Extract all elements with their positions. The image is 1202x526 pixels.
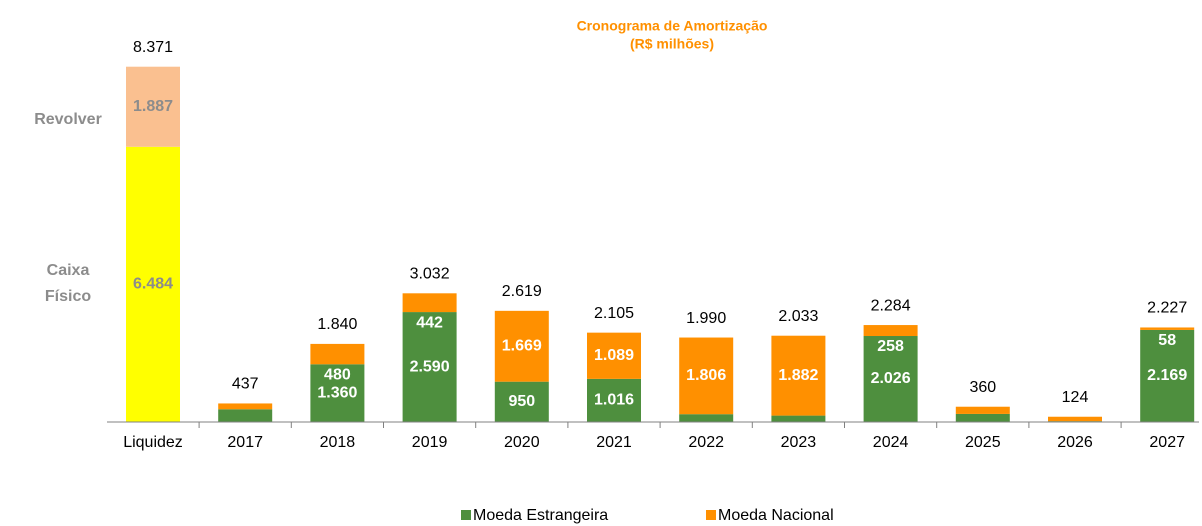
bar-segment (863, 336, 918, 422)
x-tick-label: 2026 (1057, 434, 1093, 451)
bar-segment (1140, 327, 1195, 330)
bar-segment (587, 378, 641, 422)
total-label: 3.032 (410, 266, 450, 283)
x-tick-label: 2019 (412, 434, 448, 451)
x-tick-label: 2022 (688, 434, 724, 451)
bar-segment (218, 403, 273, 410)
total-label: 2.227 (1147, 300, 1187, 317)
total-label: 8.371 (133, 39, 173, 56)
bar-segment (1140, 329, 1195, 422)
x-tick-label: 2018 (320, 434, 356, 451)
bar-segment (494, 310, 549, 382)
chart-title: Cronograma de Amortização (577, 18, 768, 34)
total-label: 1.990 (686, 310, 726, 327)
bar-segment (1048, 416, 1102, 422)
bar-segment (126, 66, 180, 147)
bar-segment (587, 332, 641, 379)
bar-segment (679, 414, 734, 422)
data-label: 1.016 (594, 392, 634, 409)
x-tick-label: 2017 (227, 434, 263, 451)
x-tick-label: 2025 (965, 434, 1001, 451)
data-label: 2.169 (1147, 367, 1187, 384)
data-label: 1.089 (594, 347, 634, 364)
data-label: 1.882 (778, 367, 818, 384)
total-label: 2.105 (594, 305, 634, 322)
data-label: 258 (877, 338, 904, 355)
bar-segment (126, 146, 180, 422)
data-label: 2.590 (410, 358, 450, 375)
x-tick-label: 2023 (781, 434, 817, 451)
total-label: 2.033 (778, 308, 818, 325)
legend-swatch (461, 510, 471, 520)
data-label: 950 (508, 393, 535, 410)
chart-subtitle: (R$ milhões) (630, 36, 714, 52)
data-label: 442 (416, 314, 443, 331)
data-label: 480 (324, 366, 351, 383)
x-tick-label: 2020 (504, 434, 540, 451)
total-label: 124 (1062, 389, 1089, 406)
bar-segment (679, 337, 734, 415)
bar-segment (771, 415, 826, 422)
series-label: Revolver (34, 110, 102, 128)
bar-segment (402, 293, 457, 313)
bar-segment (955, 406, 1010, 414)
data-label: 1.669 (502, 337, 542, 354)
legend-swatch (706, 510, 716, 520)
series-label: Caixa Físico (44, 262, 92, 306)
x-tick-label: 2024 (873, 434, 909, 451)
bar-segment (494, 381, 549, 422)
bar-segment (771, 335, 826, 416)
x-tick-label: 2027 (1149, 434, 1185, 451)
x-tick-label: Liquidez (123, 434, 183, 451)
total-label: 2.619 (502, 283, 542, 300)
bar-segment (955, 413, 1010, 422)
bar-segment (863, 325, 918, 337)
data-label: 1.806 (686, 367, 726, 384)
data-label: 1.887 (133, 98, 173, 115)
total-label: 437 (232, 376, 259, 393)
data-label: 2.026 (871, 370, 911, 387)
bar-segment (218, 409, 273, 422)
total-label: 1.840 (317, 316, 357, 333)
bar-segment (310, 364, 365, 422)
total-label: 360 (969, 379, 996, 396)
data-label: 1.360 (317, 384, 357, 401)
total-label: 2.284 (871, 297, 911, 314)
data-label: 6.484 (133, 276, 173, 293)
x-tick-label: 2021 (596, 434, 632, 451)
legend-label: Moeda Estrangeira (473, 507, 608, 524)
data-label: 58 (1158, 332, 1176, 349)
bar-segment (310, 343, 365, 365)
legend-label: Moeda Nacional (718, 507, 834, 524)
bar-segment (402, 312, 457, 422)
